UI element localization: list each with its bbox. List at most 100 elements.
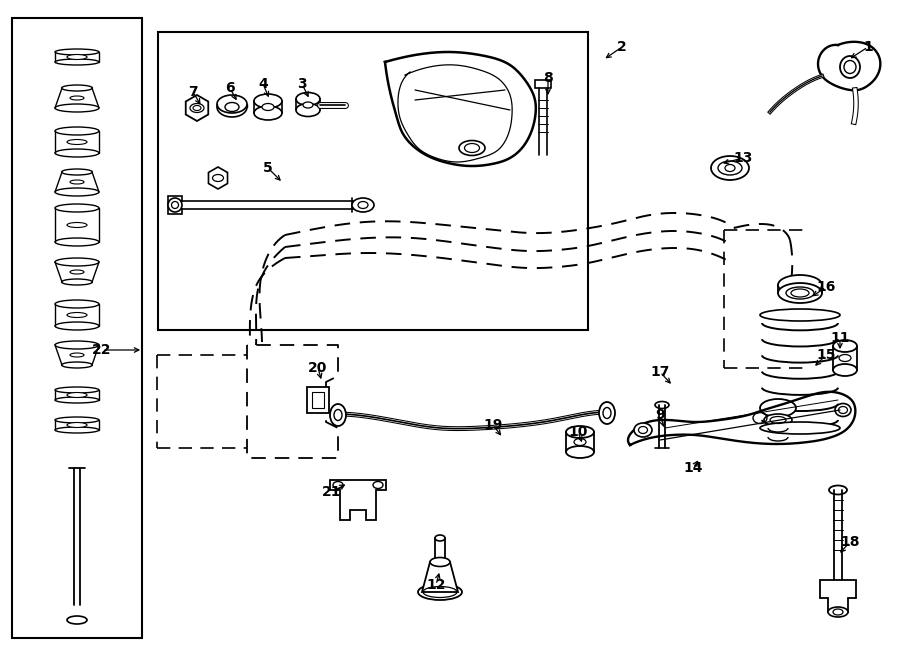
Text: 21: 21 [322,485,342,499]
Ellipse shape [828,607,848,617]
Ellipse shape [55,59,99,65]
Ellipse shape [373,481,383,488]
Text: 18: 18 [841,535,859,549]
Ellipse shape [833,340,857,352]
Text: 16: 16 [816,280,836,294]
Ellipse shape [67,422,87,428]
Ellipse shape [296,104,320,116]
Ellipse shape [760,399,796,417]
Text: 8: 8 [543,71,553,85]
Ellipse shape [835,403,851,416]
Ellipse shape [430,557,450,566]
Ellipse shape [67,54,87,59]
Ellipse shape [459,141,485,155]
Ellipse shape [55,204,99,212]
Ellipse shape [254,94,282,108]
Ellipse shape [70,353,84,357]
Text: 10: 10 [568,425,588,439]
Text: 20: 20 [309,361,328,375]
Text: 12: 12 [427,578,446,592]
Ellipse shape [55,417,99,423]
Ellipse shape [212,175,223,182]
Ellipse shape [70,270,84,274]
Ellipse shape [435,535,445,541]
Ellipse shape [61,85,93,91]
Polygon shape [185,95,208,121]
Ellipse shape [262,104,274,110]
Polygon shape [535,80,551,88]
Ellipse shape [217,95,247,113]
Ellipse shape [566,426,594,438]
Ellipse shape [418,584,462,600]
Ellipse shape [190,104,204,112]
Ellipse shape [55,258,99,266]
Ellipse shape [254,106,282,120]
Ellipse shape [566,446,594,458]
Ellipse shape [764,414,792,426]
Ellipse shape [840,56,860,78]
Text: 6: 6 [225,81,235,95]
Ellipse shape [225,102,239,112]
Ellipse shape [55,300,99,308]
Ellipse shape [786,287,814,299]
Ellipse shape [55,49,99,55]
Ellipse shape [839,354,851,362]
Text: 5: 5 [263,161,273,175]
Ellipse shape [634,423,652,437]
Ellipse shape [574,438,586,446]
Ellipse shape [70,96,84,100]
Ellipse shape [168,198,182,212]
Text: 17: 17 [651,365,670,379]
Ellipse shape [599,402,615,424]
Ellipse shape [778,283,822,303]
Polygon shape [820,580,856,612]
Text: 22: 22 [92,343,112,357]
Ellipse shape [711,156,749,180]
Ellipse shape [55,387,99,393]
Ellipse shape [303,102,313,108]
Ellipse shape [61,169,93,175]
Ellipse shape [833,364,857,376]
Text: 4: 4 [258,77,268,91]
Ellipse shape [67,616,87,624]
Text: 1: 1 [863,40,873,54]
Polygon shape [209,167,228,189]
Text: 14: 14 [683,461,703,475]
Text: 11: 11 [830,331,850,345]
Text: 2: 2 [617,40,627,54]
Ellipse shape [55,397,99,403]
Text: 3: 3 [297,77,307,91]
Ellipse shape [217,97,247,117]
Ellipse shape [333,481,343,488]
Ellipse shape [829,485,847,494]
Bar [158,32,588,330]
Ellipse shape [55,104,99,112]
Ellipse shape [61,279,93,285]
Ellipse shape [70,180,84,184]
Ellipse shape [55,127,99,135]
Ellipse shape [55,341,99,349]
Bar [312,392,324,408]
Text: 7: 7 [188,85,198,99]
Text: 15: 15 [816,348,836,362]
Text: 9: 9 [655,408,665,422]
Bar [307,387,329,413]
Ellipse shape [55,427,99,433]
Ellipse shape [352,198,374,212]
Ellipse shape [760,422,840,434]
Ellipse shape [55,149,99,157]
Polygon shape [330,480,386,520]
Ellipse shape [67,139,87,145]
Text: 19: 19 [483,418,503,432]
Ellipse shape [67,393,87,397]
Text: 13: 13 [734,151,752,165]
Ellipse shape [778,275,822,295]
Ellipse shape [55,188,99,196]
Ellipse shape [655,401,669,408]
Ellipse shape [296,93,320,106]
Polygon shape [422,562,458,592]
Ellipse shape [61,362,93,368]
Ellipse shape [330,404,346,426]
Ellipse shape [67,223,87,227]
Ellipse shape [55,322,99,330]
